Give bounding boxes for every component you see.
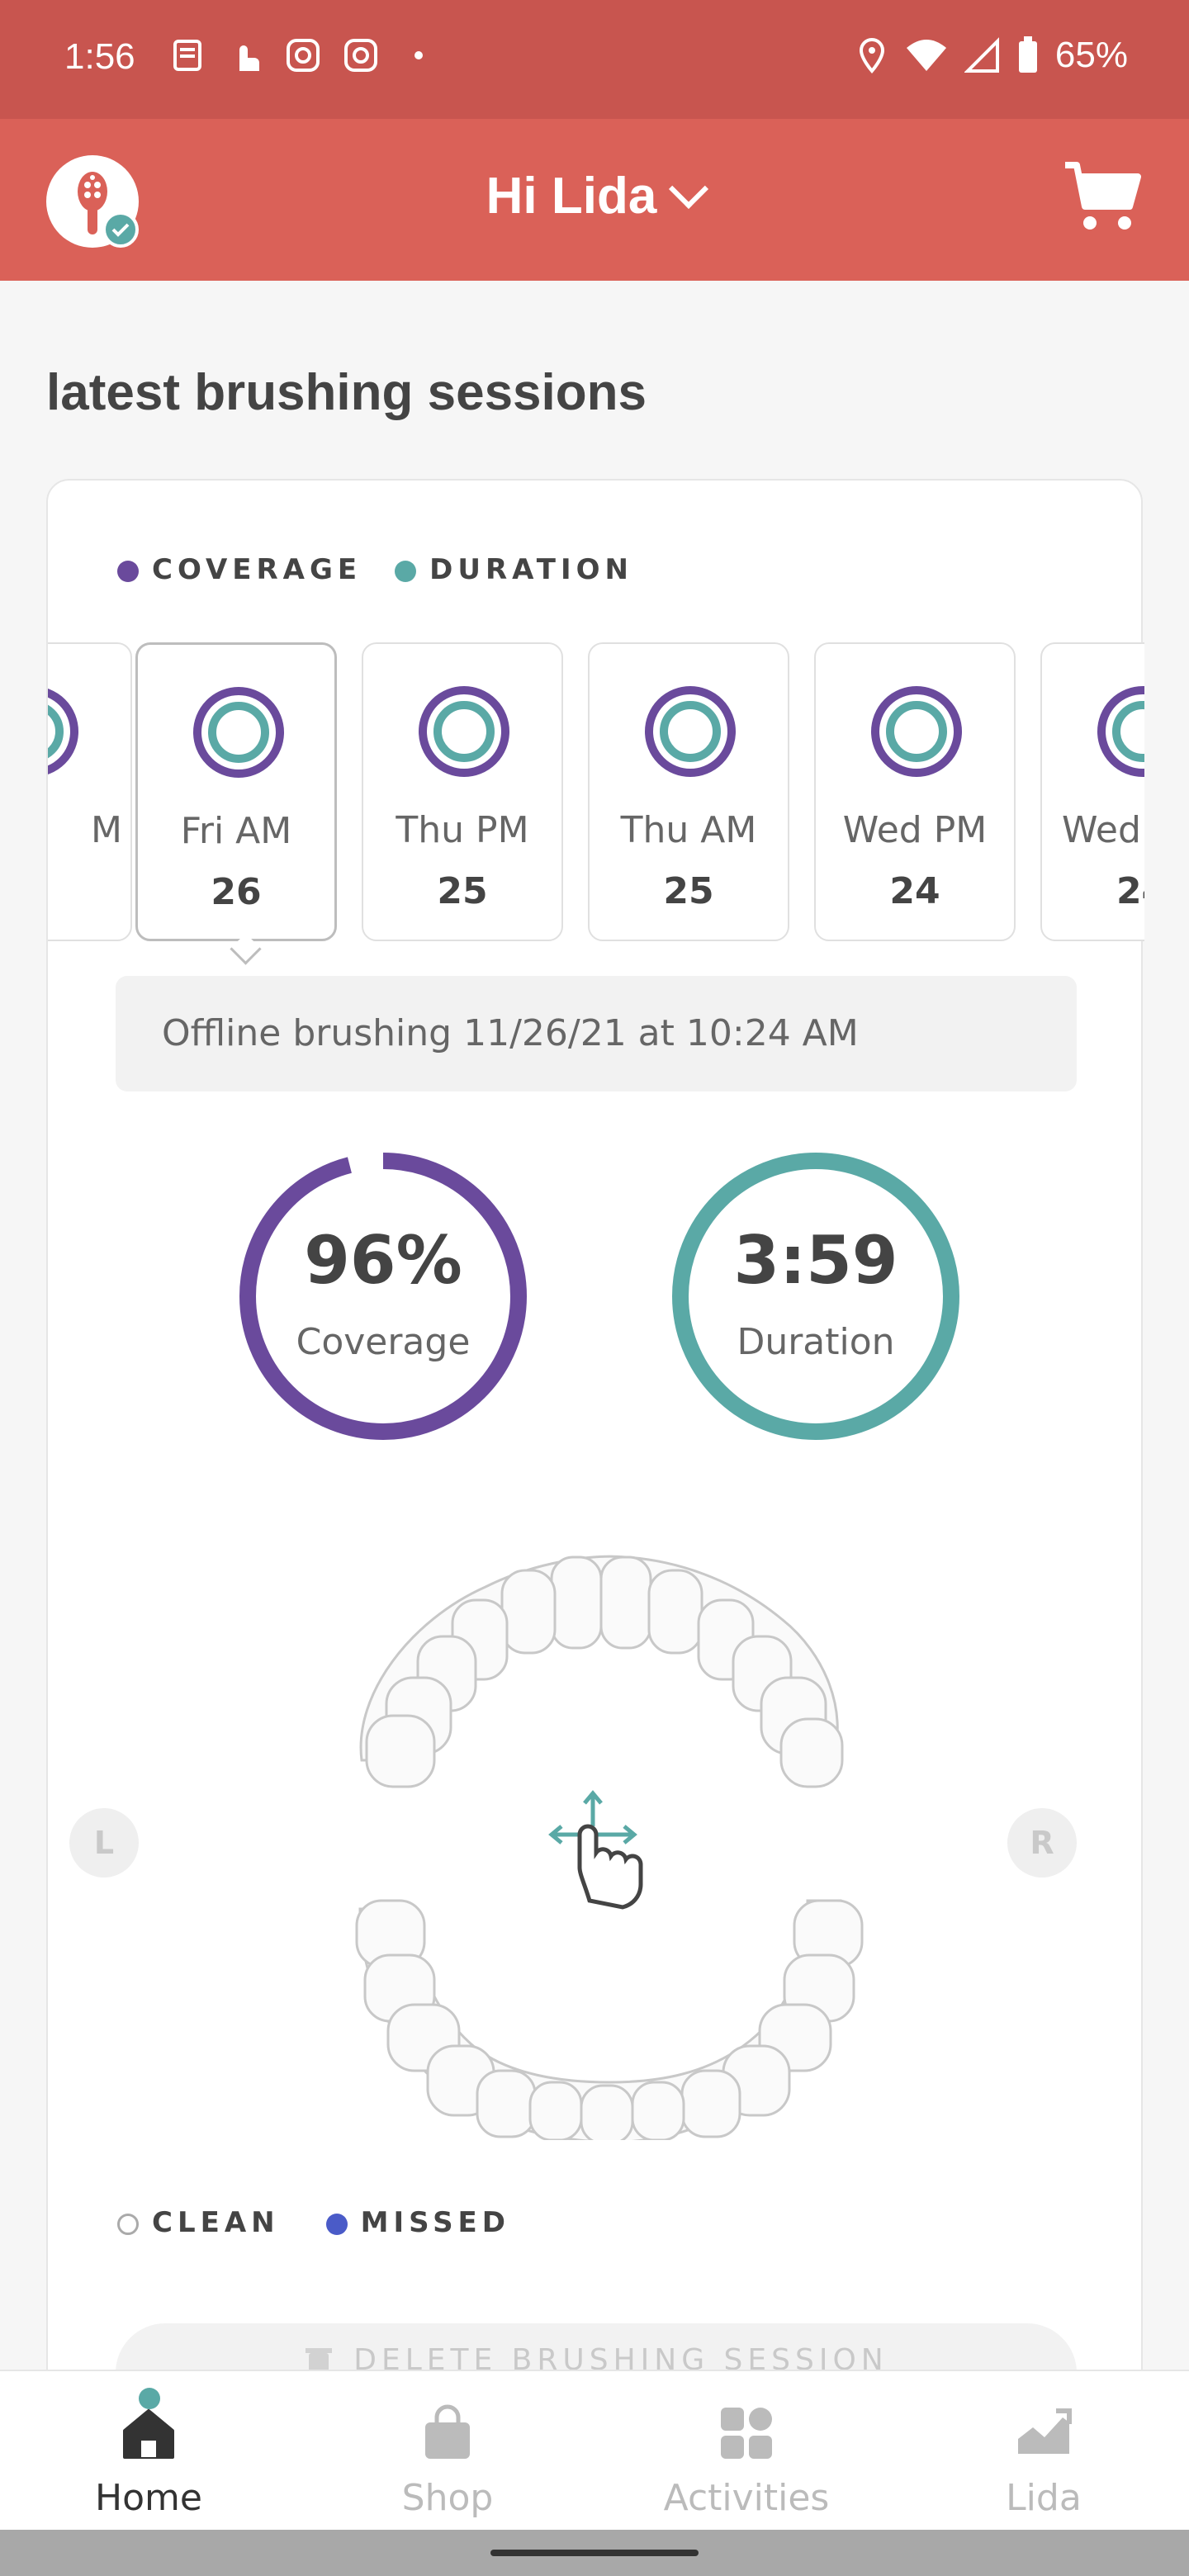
session-day: Thu AM bbox=[620, 809, 757, 851]
legend-duration-label: DURATION bbox=[429, 553, 633, 586]
offline-info: Offline brushing 11/26/21 at 10:24 AM bbox=[116, 976, 1077, 1091]
chevron-down-icon bbox=[669, 168, 709, 210]
delete-session-button[interactable]: DELETE BRUSHING SESSION bbox=[116, 2323, 1077, 2370]
check-icon bbox=[102, 211, 139, 248]
trash-icon bbox=[306, 2348, 333, 2370]
hand-icon bbox=[577, 1824, 643, 1910]
tap-icon bbox=[226, 36, 264, 74]
coverage-dot bbox=[117, 560, 139, 582]
battery-icon bbox=[1018, 36, 1037, 73]
status-bar: 1:56 65% bbox=[0, 0, 1189, 119]
session-rings-icon bbox=[419, 686, 509, 777]
session-day: M bbox=[91, 809, 122, 851]
toothbrush-icon bbox=[78, 172, 107, 234]
legend-missed-label: MISSED bbox=[360, 2206, 511, 2239]
session-day: Thu PM bbox=[396, 809, 529, 851]
location-icon bbox=[859, 37, 884, 74]
session-carousel[interactable]: M Fri AM 26 Thu PM 25 Thu AM 25 Wed PM bbox=[48, 642, 1144, 941]
session-card[interactable]: Wed PM 24 bbox=[814, 642, 1016, 941]
session-rings-icon bbox=[193, 687, 284, 778]
status-time: 1:56 bbox=[64, 36, 135, 77]
news-icon bbox=[168, 36, 206, 74]
instagram-icon bbox=[342, 36, 380, 74]
coverage-stat: 96% Coverage bbox=[234, 1148, 532, 1445]
wifi-icon bbox=[906, 40, 946, 71]
home-icon bbox=[123, 2409, 174, 2459]
left-side-label: L bbox=[69, 1808, 139, 1878]
content-scroll[interactable]: latest brushing sessions COVERAGE DURATI… bbox=[0, 281, 1189, 2370]
legend-coverage: COVERAGE bbox=[117, 553, 362, 586]
session-card[interactable]: Wed 24 bbox=[1040, 642, 1144, 941]
nav-profile-label: Lida bbox=[1006, 2477, 1082, 2519]
session-card-selected[interactable]: Fri AM 26 bbox=[135, 642, 337, 941]
teeth-3d-model[interactable] bbox=[345, 1546, 874, 2140]
session-rings-icon bbox=[48, 689, 78, 774]
cart-icon[interactable] bbox=[1062, 157, 1141, 236]
duration-stat: 3:59 Duration bbox=[667, 1148, 964, 1445]
nav-shop-label: Shop bbox=[401, 2477, 494, 2519]
clean-dot bbox=[117, 2213, 139, 2235]
nav-activities[interactable]: Activities bbox=[623, 2404, 870, 2519]
duration-label: Duration bbox=[737, 1321, 895, 1363]
chart-icon bbox=[1018, 2408, 1072, 2454]
greeting-text: Hi Lida bbox=[486, 168, 657, 225]
app-bar: Hi Lida bbox=[0, 119, 1189, 281]
session-day: Fri AM bbox=[180, 810, 292, 852]
notification-icons bbox=[168, 36, 438, 74]
battery-text: 65% bbox=[1054, 35, 1128, 75]
nav-activities-label: Activities bbox=[663, 2477, 830, 2519]
session-rings-icon bbox=[1097, 686, 1144, 777]
nav-home-label: Home bbox=[95, 2477, 202, 2519]
gesture-bar bbox=[0, 2530, 1189, 2576]
right-side-label: R bbox=[1007, 1808, 1077, 1878]
legend-clean: CLEAN bbox=[117, 2206, 280, 2239]
session-card[interactable]: M bbox=[48, 642, 132, 941]
status-right: 65% bbox=[855, 35, 1128, 76]
signal-icon bbox=[964, 37, 999, 73]
session-card[interactable]: Thu AM 25 bbox=[588, 642, 789, 941]
missed-dot bbox=[325, 2213, 348, 2235]
legend-clean-label: CLEAN bbox=[152, 2206, 280, 2239]
legend-missed: MISSED bbox=[325, 2206, 511, 2239]
coverage-label: Coverage bbox=[296, 1321, 471, 1363]
legend-coverage-label: COVERAGE bbox=[152, 553, 362, 586]
session-rings-icon bbox=[645, 686, 736, 777]
nav-shop[interactable]: Shop bbox=[324, 2404, 571, 2519]
sessions-card: COVERAGE DURATION M Fri AM 26 Thu PM 25 … bbox=[46, 479, 1144, 2370]
session-date: 25 bbox=[437, 870, 488, 912]
delete-session-label: DELETE BRUSHING SESSION bbox=[353, 2343, 888, 2370]
coverage-ring bbox=[239, 1153, 527, 1440]
dot-icon bbox=[400, 36, 438, 74]
session-rings-icon bbox=[871, 686, 962, 777]
session-card[interactable]: Thu PM 25 bbox=[362, 642, 563, 941]
session-day: Wed bbox=[1062, 809, 1141, 851]
duration-dot bbox=[395, 560, 417, 582]
instagram-icon bbox=[284, 36, 322, 74]
active-tab-indicator bbox=[139, 2388, 160, 2409]
duration-ring bbox=[672, 1153, 959, 1440]
session-legend: COVERAGE DURATION bbox=[117, 553, 633, 586]
legend-duration: DURATION bbox=[395, 553, 633, 586]
section-title: latest brushing sessions bbox=[46, 364, 647, 421]
teeth-legend: CLEAN MISSED bbox=[117, 2206, 510, 2239]
bottom-nav: Home Shop Activities Lida bbox=[0, 2370, 1189, 2531]
session-date: 24 bbox=[889, 870, 940, 912]
session-day: Wed PM bbox=[842, 809, 988, 851]
session-date: 25 bbox=[663, 870, 714, 912]
session-date: 24 bbox=[1116, 870, 1144, 912]
duration-value: 3:59 bbox=[733, 1222, 898, 1299]
user-switcher[interactable]: Hi Lida bbox=[0, 167, 1189, 225]
home-indicator[interactable] bbox=[490, 2550, 699, 2556]
nav-home[interactable]: Home bbox=[25, 2404, 272, 2519]
nav-profile[interactable]: Lida bbox=[920, 2404, 1168, 2519]
session-date: 26 bbox=[211, 871, 262, 913]
activities-icon bbox=[721, 2408, 772, 2459]
coverage-value: 96% bbox=[304, 1222, 462, 1299]
shopping-bag-icon bbox=[425, 2404, 470, 2459]
